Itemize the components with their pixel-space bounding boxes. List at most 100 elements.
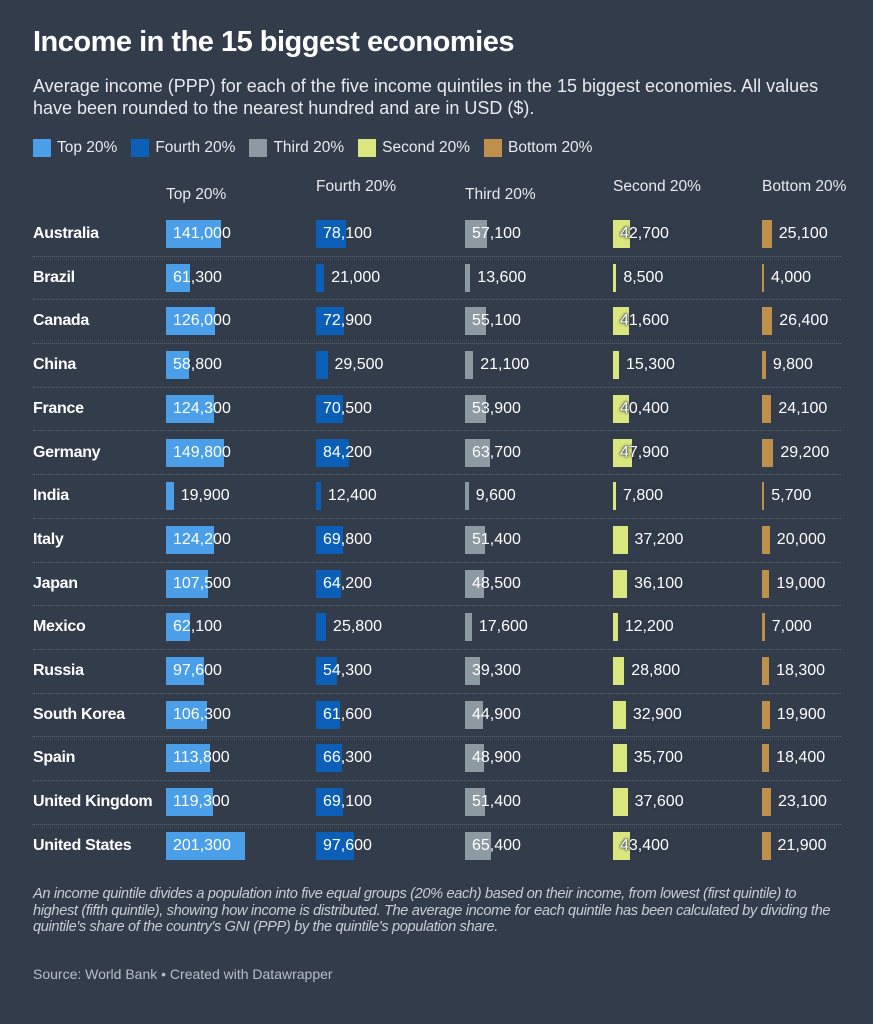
value-bar (465, 831, 491, 860)
chart-title: Income in the 15 biggest economies (33, 26, 514, 58)
value-label: 5,700 (771, 487, 812, 505)
table-row: United States 201,300 97,600 65,400 43,400 21… (33, 824, 841, 868)
value-bar (613, 220, 630, 248)
value-bar (465, 700, 483, 729)
table-row: South Korea 106,300 61,600 44,900 32,900 19,9… (33, 693, 841, 738)
value-bar (166, 263, 190, 292)
value-bar (613, 569, 628, 598)
table-row: Brazil 61,300 21,000 13,600 8,500 4,000 (33, 256, 841, 301)
value-label: 141,000 (173, 225, 231, 242)
value-bar (316, 569, 342, 598)
value-bar (316, 394, 344, 423)
value-label: 124,200 (173, 530, 231, 548)
value-label: 64,200 (323, 574, 372, 592)
value-label: 58,800 (173, 356, 222, 374)
value-bar (166, 744, 211, 773)
country-name: Germany (33, 443, 101, 461)
value-label: 42,700 (620, 225, 669, 242)
legend-item: Second 20% (358, 139, 470, 157)
value-label: 19,900 (180, 487, 230, 505)
table-row: Australia 141,000 78,100 57,100 42,700 25,100 (33, 212, 841, 257)
value-label: 12,200 (624, 618, 674, 636)
value-bar (465, 438, 490, 467)
value-label: 21,900 (777, 836, 827, 854)
table-row: Italy 124,200 69,800 51,400 37,200 20,000 (33, 518, 841, 563)
value-label: 61,300 (173, 268, 222, 286)
country-name: India (33, 487, 69, 505)
value-label: 63,700 (472, 443, 521, 461)
value-label: 40,400 (620, 399, 669, 417)
value-label: 18,300 (776, 662, 826, 679)
value-label: 78,100 (323, 225, 372, 242)
value-bar (166, 788, 213, 817)
value-bar (762, 744, 770, 773)
value-label: 37,600 (634, 793, 684, 811)
footnote: An income quintile divides a population … (33, 886, 831, 935)
value-bar (762, 569, 770, 598)
value-label: 32,900 (632, 705, 682, 723)
country-name: Spain (33, 749, 76, 767)
value-bar (166, 394, 215, 423)
value-label: 17,600 (478, 618, 528, 636)
legend-swatch (131, 139, 150, 157)
value-bar (762, 351, 766, 380)
value-label: 21,100 (480, 356, 530, 374)
column-header: Second 20% (613, 178, 701, 195)
value-label: 51,400 (472, 530, 521, 548)
value-label: 72,900 (323, 312, 372, 330)
value-bar (166, 657, 205, 685)
value-bar (613, 263, 617, 292)
value-label: 12,400 (327, 487, 377, 505)
value-label: 39,300 (472, 662, 521, 679)
legend-item: Fourth 20% (131, 139, 235, 157)
value-label: 47,900 (620, 443, 669, 461)
value-bar (465, 394, 487, 423)
chart-subtitle: Average income (PPP) for each of the fiv… (33, 76, 819, 118)
value-label: 69,800 (323, 530, 372, 548)
value-bar (465, 351, 474, 380)
value-bar (465, 657, 481, 685)
value-bar (613, 744, 627, 773)
value-bar (316, 482, 321, 511)
value-bar (316, 351, 328, 380)
value-bar (762, 394, 772, 423)
value-bar (762, 613, 765, 642)
value-bar (166, 220, 221, 248)
value-bar (316, 657, 338, 685)
value-label: 201,300 (173, 836, 231, 854)
value-bar (316, 700, 341, 729)
value-label: 48,900 (472, 749, 521, 767)
value-bar (762, 657, 770, 685)
value-bar (166, 438, 225, 467)
value-label: 44,900 (472, 705, 521, 723)
value-label: 126,000 (173, 312, 231, 330)
value-bar (613, 394, 629, 423)
value-label: 113,800 (173, 749, 230, 767)
table-row: Spain 113,800 66,300 48,900 35,700 18,400 (33, 736, 841, 782)
country-name: France (33, 399, 84, 417)
value-bar (762, 482, 765, 511)
value-bar (762, 788, 771, 817)
value-bar (465, 744, 485, 773)
value-bar (316, 613, 327, 642)
value-bar (316, 438, 349, 467)
value-bar (166, 613, 191, 642)
value-bar (613, 351, 619, 380)
legend-swatch (484, 139, 503, 157)
legend-item: Top 20% (33, 139, 117, 157)
value-bar (465, 788, 486, 817)
table-row: France 124,300 70,500 53,900 40,400 24,100 (33, 387, 841, 432)
value-label: 7,000 (771, 618, 812, 636)
table-row: Canada 126,000 72,900 55,100 41,600 26,400 (33, 299, 841, 345)
country-name: Russia (33, 662, 84, 679)
value-label: 13,600 (477, 268, 527, 286)
value-bar (762, 438, 774, 467)
value-bar (613, 831, 630, 860)
value-bar (316, 263, 325, 292)
value-bar (762, 220, 772, 248)
value-bar (613, 788, 628, 817)
value-label: 53,900 (472, 399, 521, 417)
table-row: India 19,900 12,400 9,600 7,800 5,700 (33, 474, 841, 519)
legend-label: Fourth 20% (155, 139, 236, 156)
value-label: 15,300 (625, 356, 675, 374)
